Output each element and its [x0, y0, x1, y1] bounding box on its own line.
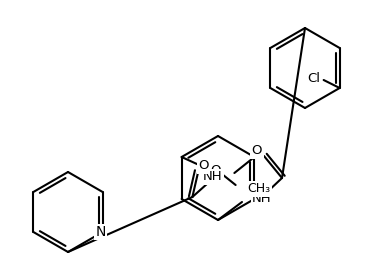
- Text: O: O: [198, 159, 209, 173]
- Text: O: O: [211, 164, 221, 178]
- Text: NH: NH: [252, 192, 271, 204]
- Text: Cl: Cl: [307, 72, 320, 84]
- Text: CH₃: CH₃: [248, 182, 271, 196]
- Text: O: O: [252, 144, 262, 158]
- Text: N: N: [96, 225, 106, 239]
- Text: NH: NH: [203, 170, 222, 184]
